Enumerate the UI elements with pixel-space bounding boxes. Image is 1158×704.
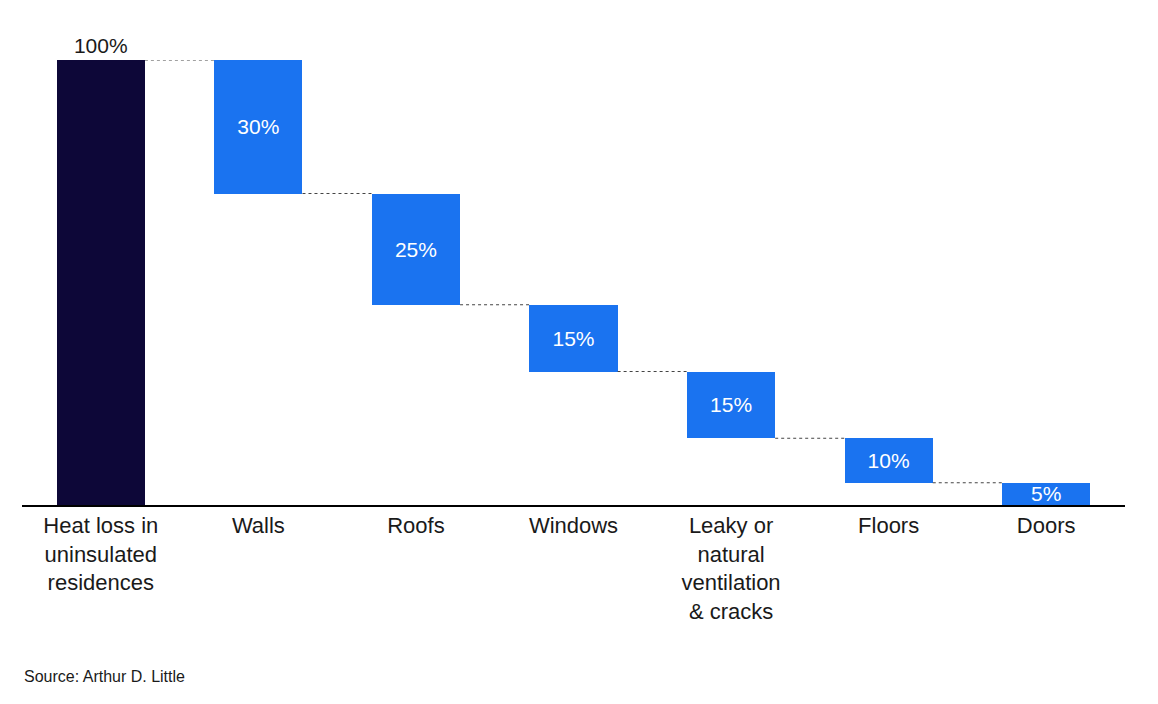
svg-text:Roofs: Roofs bbox=[387, 513, 444, 538]
svg-text:10%: 10% bbox=[868, 449, 910, 472]
svg-text:Floors: Floors bbox=[858, 513, 919, 538]
svg-text:Windows: Windows bbox=[529, 513, 618, 538]
svg-text:Leaky ornaturalventilation& cr: Leaky ornaturalventilation& cracks bbox=[682, 513, 781, 624]
svg-text:100%: 100% bbox=[74, 34, 128, 57]
svg-text:Heat loss inuninsulatedresiden: Heat loss inuninsulatedresidences bbox=[43, 513, 158, 595]
svg-text:Walls: Walls bbox=[232, 513, 285, 538]
svg-text:15%: 15% bbox=[710, 393, 752, 416]
svg-text:5%: 5% bbox=[1031, 482, 1061, 505]
svg-text:30%: 30% bbox=[237, 115, 279, 138]
svg-text:15%: 15% bbox=[552, 327, 594, 350]
svg-text:Source: Arthur D. Little: Source: Arthur D. Little bbox=[24, 668, 185, 685]
svg-text:Doors: Doors bbox=[1017, 513, 1076, 538]
svg-text:25%: 25% bbox=[395, 238, 437, 261]
